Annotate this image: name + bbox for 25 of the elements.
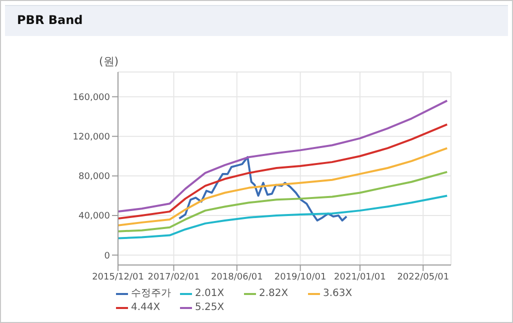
y-tick-label: 0 xyxy=(104,251,110,262)
legend-label: 5.25X xyxy=(194,301,226,315)
y-tick-label: 120,000 xyxy=(72,132,110,143)
legend-label: 4.44X xyxy=(130,301,162,315)
y-axis-title: (원) xyxy=(99,54,119,69)
legend-label: 3.63X xyxy=(322,287,354,301)
y-tick-label: 40,000 xyxy=(78,212,110,222)
line-series xyxy=(118,147,448,226)
legend-label: 2.01X xyxy=(194,287,226,301)
y-tick-label: 80,000 xyxy=(78,172,110,182)
line-series xyxy=(178,156,348,222)
line-series xyxy=(118,100,448,213)
x-tick-label: 2017/02/01 xyxy=(148,272,200,282)
line-series xyxy=(118,123,448,220)
x-tick-label: 2022/05/01 xyxy=(397,272,450,282)
x-tick-label: 2018/06/01 xyxy=(210,272,263,282)
legend-label: 2.82X xyxy=(258,287,290,301)
x-tick-label: 2019/10/01 xyxy=(274,272,326,282)
line-series xyxy=(118,170,448,232)
line-series xyxy=(118,194,448,240)
y-tick-label: 160,000 xyxy=(72,92,110,103)
x-tick-label: 2015/12/01 xyxy=(92,272,144,282)
legend-label: 수정주가 xyxy=(130,287,172,301)
x-tick-label: 2021/01/01 xyxy=(334,272,386,282)
chart-title: PBR Band xyxy=(17,13,83,27)
